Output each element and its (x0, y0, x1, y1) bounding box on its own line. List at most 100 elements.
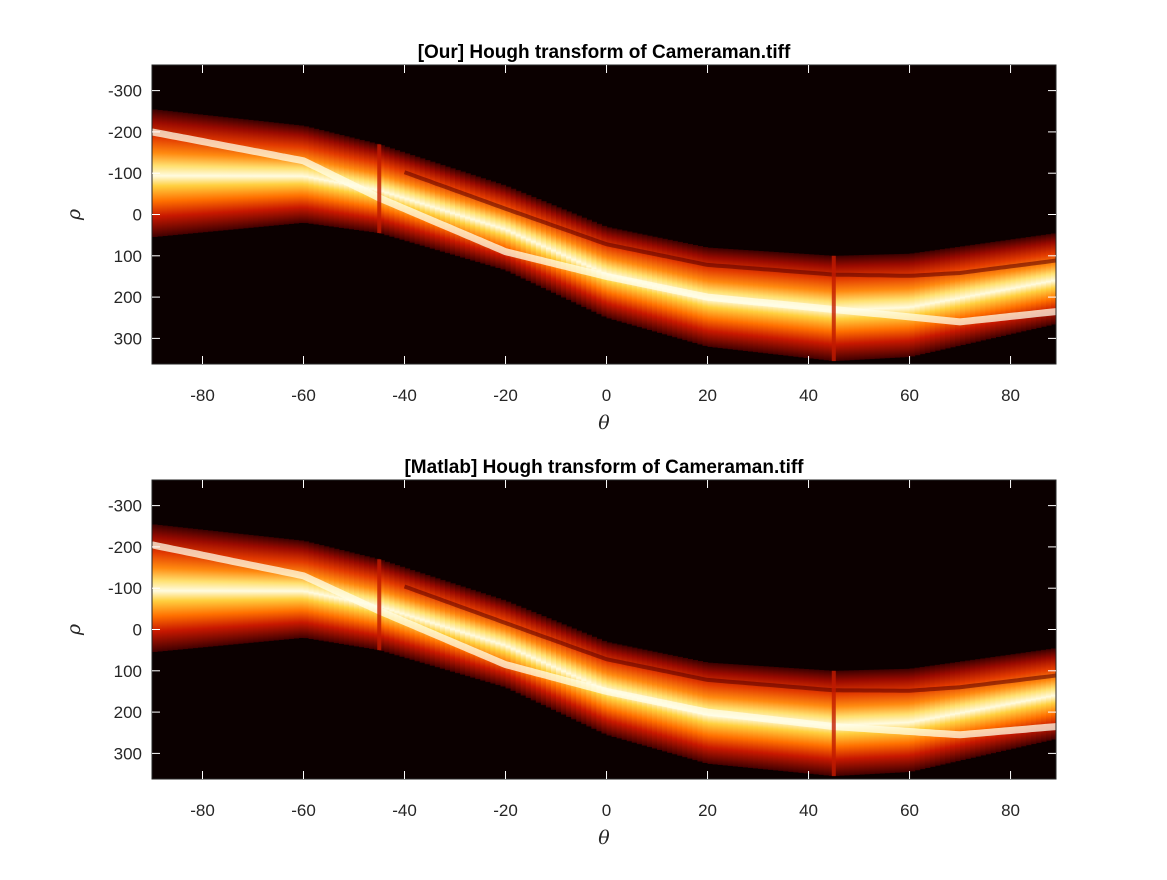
heatmap-column (970, 659, 976, 758)
heatmap-column (500, 599, 507, 687)
x-tick-label: 40 (799, 386, 818, 405)
heatmap-column (581, 632, 587, 725)
heatmap-column (596, 638, 603, 732)
heatmap-column (540, 616, 547, 706)
heatmap-column (444, 581, 451, 671)
heatmap-column (167, 526, 173, 651)
dark-streak (403, 584, 1056, 693)
heatmap-column (268, 537, 274, 641)
heatmap-column (460, 586, 466, 675)
heatmap-column (616, 229, 623, 322)
heatmap-column (515, 190, 522, 277)
heatmap-column (899, 253, 906, 358)
heatmap-column (581, 217, 587, 308)
heatmap-column (318, 130, 325, 226)
heatmap-column (884, 669, 890, 774)
x-tick-label: -80 (190, 801, 215, 820)
heatmap-column (273, 122, 279, 226)
heatmap-column (843, 670, 850, 776)
heatmap-column (369, 142, 375, 233)
heatmap-column (1020, 237, 1027, 332)
x-tick-label: 60 (900, 386, 919, 405)
heatmap-column (237, 118, 244, 229)
heatmap-column (449, 583, 456, 672)
heatmap-column (207, 530, 214, 647)
x-axis-label: θ (598, 827, 610, 849)
heatmap-column (369, 557, 375, 649)
x-tick-label: 0 (602, 386, 611, 405)
heatmap-column (288, 539, 295, 639)
heatmap-column (323, 546, 330, 642)
heatmap-column (500, 184, 507, 270)
heatmap-column (924, 666, 931, 768)
heatmap-column (586, 219, 592, 310)
heatmap-column (475, 176, 481, 263)
heatmap-column (894, 254, 901, 358)
heatmap-column (374, 143, 380, 233)
heatmap-column (1035, 235, 1042, 328)
heatmap-column (530, 196, 537, 284)
heatmap-column (364, 141, 370, 232)
heatmap-column (182, 527, 188, 650)
heatmap-column (954, 661, 961, 762)
heatmap-column (601, 225, 608, 317)
heatmap-column (439, 164, 446, 252)
heatmap-column (848, 255, 855, 361)
heatmap-column (379, 560, 385, 651)
heatmap-column (576, 630, 582, 722)
x-tick-label: -40 (392, 801, 417, 820)
heatmap-column (495, 183, 502, 269)
x-tick-label: 60 (900, 801, 919, 820)
heatmap-column (222, 532, 229, 646)
heatmap-column (985, 657, 991, 755)
heatmap-column (606, 227, 613, 319)
heatmap-column (278, 123, 284, 225)
heatmap-column (859, 670, 865, 775)
heatmap-column (556, 622, 562, 713)
heatmap-column (975, 659, 981, 757)
heatmap-column (1050, 648, 1056, 740)
heatmap-column (525, 194, 532, 281)
heatmap-column (172, 526, 178, 651)
heatmap-column (187, 528, 194, 649)
heatmap-column (253, 120, 259, 228)
heatmap-column (258, 121, 264, 227)
heatmap-column (162, 110, 168, 237)
stripe-artifact (831, 670, 836, 777)
heatmap-column (202, 529, 209, 648)
heatmap-column (545, 203, 552, 291)
heatmap-column (222, 117, 229, 231)
heatmap-column (288, 124, 295, 224)
heatmap-column (919, 251, 926, 355)
heatmap-column (980, 243, 986, 341)
heatmap-column (889, 254, 895, 358)
heatmap-column (566, 626, 572, 718)
x-tick-label: 0 (602, 801, 611, 820)
heatmap-column (308, 127, 315, 224)
heatmap-column (394, 565, 401, 656)
y-tick-label: 300 (114, 329, 142, 348)
heatmap-column (212, 531, 219, 647)
heatmap-column (242, 119, 249, 229)
heatmap-column (975, 244, 981, 342)
heatmap-column (379, 145, 385, 234)
heatmap-column (1010, 654, 1017, 749)
heatmap-column (333, 548, 340, 644)
heatmap-column (914, 252, 921, 356)
heatmap-column (949, 247, 956, 348)
y-axis-label: ρ (63, 623, 85, 636)
heatmap-column (571, 628, 577, 720)
heatmap-column (848, 670, 855, 776)
heatmap-column (535, 199, 542, 286)
heatmap-column (399, 151, 406, 240)
heatmap-column (313, 128, 320, 225)
heatmap-column (384, 146, 390, 236)
heatmap-column (530, 611, 537, 701)
heatmap-column (414, 571, 421, 662)
heatmap-column (298, 125, 305, 224)
heatmap-column (864, 669, 870, 775)
heatmap-column (909, 253, 916, 357)
heatmap-column (1015, 653, 1022, 748)
heatmap-column (207, 115, 214, 232)
heatmap-column (429, 576, 436, 666)
